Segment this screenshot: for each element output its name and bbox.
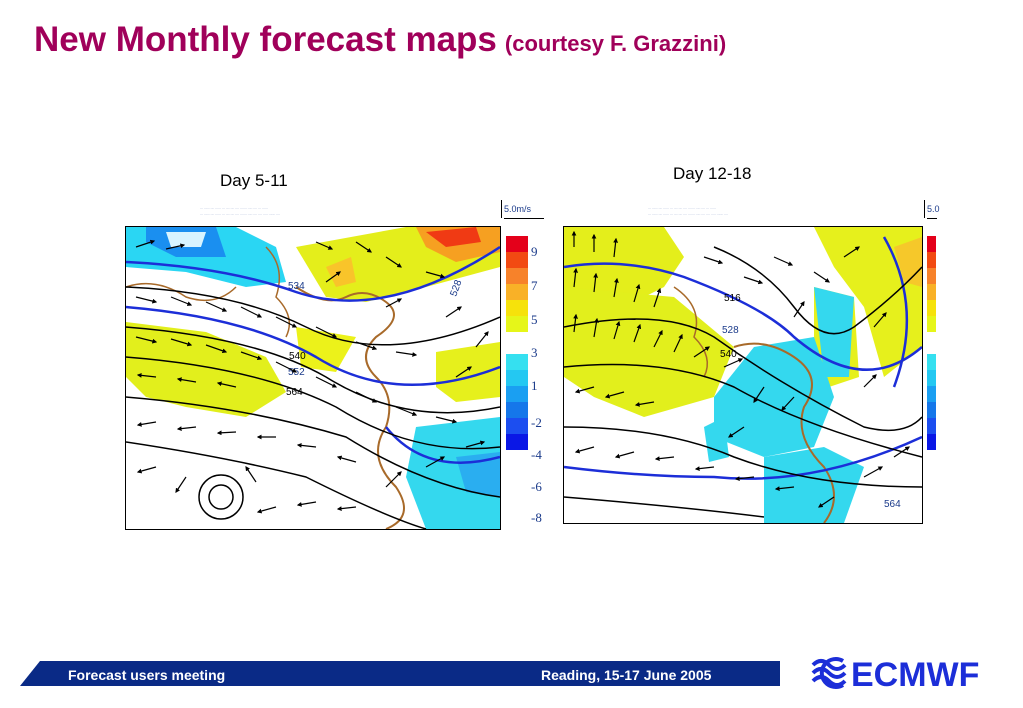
footer-bar bbox=[20, 661, 780, 686]
colorbar-swatch bbox=[927, 434, 936, 450]
svg-text:564: 564 bbox=[884, 499, 901, 510]
warm-anomaly-atlantic bbox=[564, 287, 734, 417]
colorbar-swatch bbox=[506, 402, 528, 418]
colorbar-label: -6 bbox=[531, 479, 542, 494]
colorbar-label: 9 bbox=[531, 244, 538, 259]
colorbar-label: 5 bbox=[531, 312, 538, 327]
colorbar-swatch bbox=[506, 434, 528, 450]
colorbar-swatch bbox=[506, 236, 528, 252]
bracket bbox=[501, 200, 502, 218]
colorbar-day-12-18 bbox=[927, 236, 936, 450]
title-credit: (courtesy F. Grazzini) bbox=[504, 31, 727, 56]
colorbar-swatch bbox=[927, 268, 936, 284]
colorbar-label: 3 bbox=[531, 345, 538, 360]
colorbar-swatch bbox=[927, 236, 936, 252]
colorbar-swatch bbox=[506, 252, 528, 268]
colorbar-swatch bbox=[506, 386, 528, 402]
forecast-map-day-12-18: 516 528 540 564 bbox=[563, 226, 923, 524]
colorbar-swatch bbox=[506, 300, 528, 316]
day-12-18-label: Day 12-18 bbox=[673, 164, 752, 183]
colorbar-swatch bbox=[927, 284, 936, 300]
svg-text:540: 540 bbox=[720, 349, 737, 360]
colorbar-gap bbox=[927, 332, 936, 354]
footer-location-date: Reading, 15-17 June 2005 bbox=[541, 667, 712, 683]
colorbar-swatch bbox=[506, 418, 528, 434]
colorbar-label: -2 bbox=[531, 415, 542, 430]
colorbar-swatch bbox=[927, 370, 936, 386]
colorbar-swatch bbox=[506, 268, 528, 284]
colorbar-swatch bbox=[506, 284, 528, 300]
forecast-map-day-5-11: 534 540 552 564 528 bbox=[125, 226, 501, 530]
colorbar-day-5-11 bbox=[506, 236, 528, 450]
wind-reference-text: 5.0m/s bbox=[504, 204, 532, 214]
colorbar-swatch bbox=[927, 402, 936, 418]
colorbar-swatch bbox=[927, 386, 936, 402]
svg-text:528: 528 bbox=[448, 278, 464, 298]
footer-event-name: Forecast users meeting bbox=[68, 667, 226, 683]
warm-anomaly-atlantic bbox=[126, 322, 286, 417]
map-header-line: ··· ······ ···· ······ ··· ···· ···· ···… bbox=[200, 212, 281, 216]
map-day-5-11-svg: 534 540 552 564 528 bbox=[126, 227, 500, 529]
colorbar-swatch bbox=[506, 370, 528, 386]
wind-reference: 5.0 bbox=[924, 200, 940, 219]
bracket bbox=[924, 200, 925, 218]
colorbar-label: 7 bbox=[531, 278, 538, 293]
wind-reference-line bbox=[504, 218, 544, 219]
day-5-11-label: Day 5-11 bbox=[220, 171, 288, 190]
svg-text:564: 564 bbox=[286, 387, 303, 398]
svg-text:534: 534 bbox=[288, 281, 305, 292]
wind-reference-text: 5.0 bbox=[927, 204, 940, 214]
logo-text: ECMWF bbox=[851, 656, 979, 693]
colorbar-label: -8 bbox=[531, 510, 542, 525]
map-header-line: ··· ······ ···· ······ ··· ···· ···· ···… bbox=[648, 206, 716, 210]
colorbar-label: 1 bbox=[531, 378, 538, 393]
wind-reference: 5.0m/s bbox=[501, 200, 544, 219]
colorbar-swatch bbox=[927, 418, 936, 434]
colorbar-label: -4 bbox=[531, 447, 542, 462]
colorbar-swatch bbox=[927, 300, 936, 316]
title-main: New Monthly forecast maps bbox=[34, 20, 497, 59]
colorbar-swatch bbox=[927, 354, 936, 370]
colorbar-swatch bbox=[506, 354, 528, 370]
map-header-line: ··· ······ ···· ······ ··· ···· ···· ···… bbox=[648, 212, 729, 216]
map-header-line: ··· ······ ···· ······ ··· ···· ···· ···… bbox=[200, 206, 268, 210]
slide-title: New Monthly forecast maps (courtesy F. Gr… bbox=[34, 20, 726, 60]
colorbar-swatch bbox=[927, 252, 936, 268]
colorbar-swatch bbox=[506, 316, 528, 332]
colorbar-swatch bbox=[927, 316, 936, 332]
svg-text:516: 516 bbox=[724, 293, 741, 304]
svg-text:540: 540 bbox=[289, 351, 306, 362]
ecmwf-logo: ECMWF bbox=[805, 653, 1003, 694]
map-day-12-18-svg: 516 528 540 564 bbox=[564, 227, 922, 523]
svg-text:528: 528 bbox=[722, 325, 739, 336]
wind-reference-line bbox=[927, 218, 937, 219]
ecmwf-logo-icon: ECMWF bbox=[811, 656, 979, 694]
colorbar-gap bbox=[506, 332, 528, 354]
